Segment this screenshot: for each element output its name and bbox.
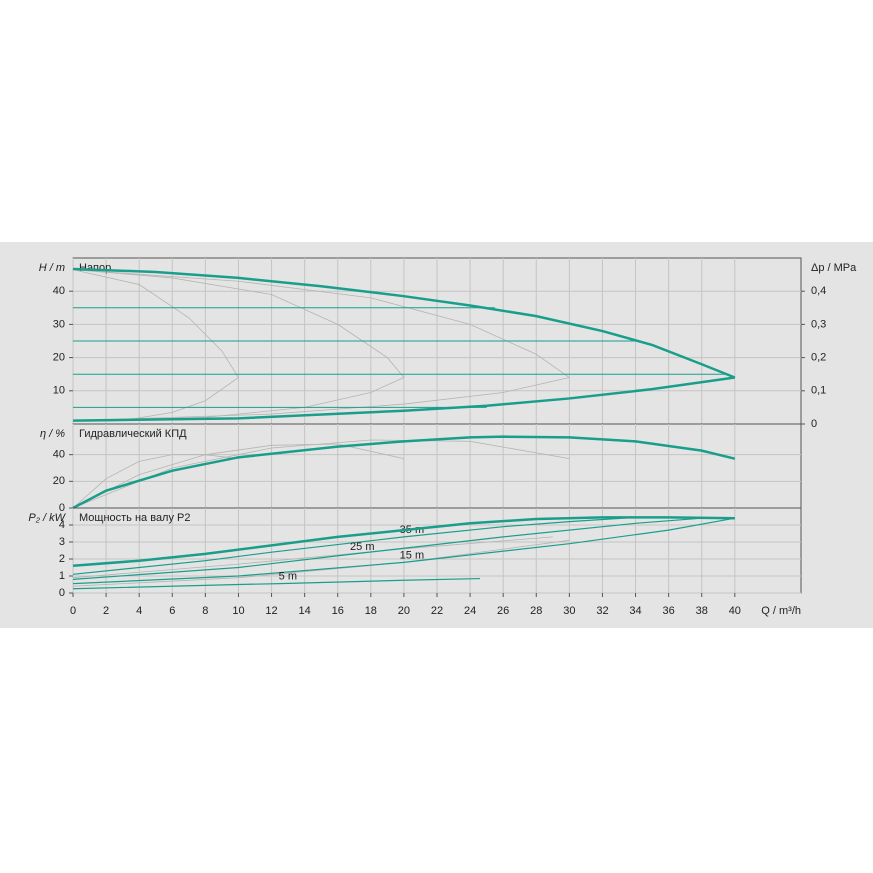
series-line xyxy=(72,577,481,590)
x-tick-label: 2 xyxy=(103,605,109,617)
y2-tick-label: 0,1 xyxy=(811,385,826,397)
x-tick-label: 24 xyxy=(464,605,476,617)
series-line xyxy=(72,516,636,575)
y-tick-label: 10 xyxy=(53,385,65,397)
series-line xyxy=(72,517,702,580)
x-tick-label: 32 xyxy=(596,605,608,617)
curve-label: 5 m xyxy=(279,571,297,583)
series-line xyxy=(72,377,570,422)
series-line xyxy=(72,376,735,422)
series-line xyxy=(72,454,239,509)
series-line xyxy=(72,539,570,587)
y-axis-label: P₂ / kW xyxy=(28,512,66,524)
y2-tick-label: 0,2 xyxy=(811,352,826,364)
y-tick-label: 0 xyxy=(59,502,65,514)
y-tick-label: 40 xyxy=(53,285,65,297)
series-line xyxy=(72,269,570,378)
x-tick-label: 10 xyxy=(232,605,244,617)
series-line xyxy=(72,517,735,585)
series-line xyxy=(72,516,735,568)
x-tick-label: 0 xyxy=(70,605,76,617)
curve-label: 25 m xyxy=(350,541,374,553)
x-tick-label: 26 xyxy=(497,605,509,617)
y-tick-label: 20 xyxy=(53,475,65,487)
series-line xyxy=(72,536,553,579)
x-tick-label: 38 xyxy=(696,605,708,617)
y-tick-label: 2 xyxy=(59,553,65,565)
y-tick-label: 40 xyxy=(53,449,65,461)
y-tick-label: 0 xyxy=(59,587,65,599)
x-tick-label: 14 xyxy=(299,605,311,617)
y2-tick-label: 0 xyxy=(811,418,817,430)
y-tick-label: 1 xyxy=(59,570,65,582)
x-axis-label: Q / m³/h xyxy=(761,605,801,617)
series-line xyxy=(72,267,736,379)
series-line xyxy=(72,435,736,510)
x-tick-label: 36 xyxy=(663,605,675,617)
y2-axis-label: Δp / MPa xyxy=(811,262,857,274)
y-tick-label: 4 xyxy=(59,519,65,531)
panel-title: Мощность на валу P2 xyxy=(79,512,191,524)
y2-tick-label: 0,4 xyxy=(811,285,826,297)
x-tick-label: 16 xyxy=(332,605,344,617)
y-axis-label: H / m xyxy=(39,262,65,274)
series-line xyxy=(72,269,405,378)
y-axis-label: η / % xyxy=(40,428,65,440)
panel-title: Гидравлический КПД xyxy=(79,428,187,440)
y-tick-label: 3 xyxy=(59,536,65,548)
y-tick-label: 30 xyxy=(53,318,65,330)
x-tick-label: 12 xyxy=(265,605,277,617)
x-tick-label: 22 xyxy=(431,605,443,617)
curve-label: 15 m xyxy=(400,549,424,561)
x-tick-label: 18 xyxy=(365,605,377,617)
x-tick-label: 34 xyxy=(629,605,641,617)
x-tick-label: 30 xyxy=(563,605,575,617)
x-tick-label: 8 xyxy=(202,605,208,617)
series-line xyxy=(122,377,239,422)
series-line xyxy=(72,269,239,378)
y-tick-label: 20 xyxy=(53,352,65,364)
x-tick-label: 6 xyxy=(169,605,175,617)
x-tick-label: 4 xyxy=(136,605,142,617)
y2-tick-label: 0,3 xyxy=(811,318,826,330)
x-tick-label: 40 xyxy=(729,605,741,617)
x-tick-label: 20 xyxy=(398,605,410,617)
x-tick-label: 28 xyxy=(530,605,542,617)
